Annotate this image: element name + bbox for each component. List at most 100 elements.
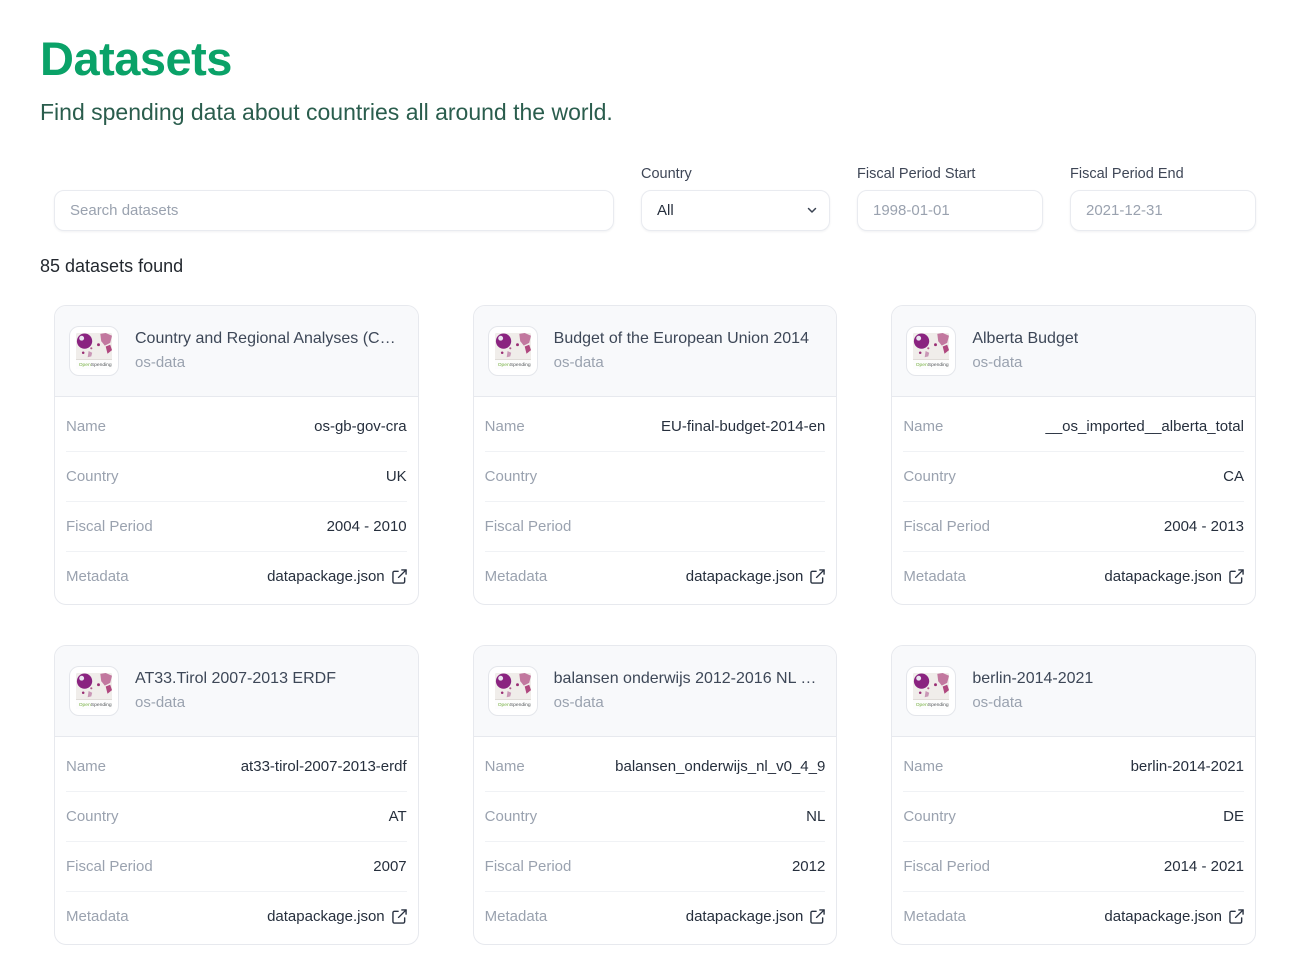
openspending-logo: OpenSpending (69, 325, 119, 376)
dataset-fiscal-period-row: Fiscal Period 2007 (66, 842, 407, 892)
datapackage-link-label: datapackage.json (1104, 567, 1222, 585)
datapackage-link[interactable]: datapackage.json (267, 908, 407, 925)
field-label-country: Country (484, 467, 538, 485)
field-label-fiscal-period: Fiscal Period (903, 517, 991, 535)
country-filter-group: Country All (641, 166, 830, 231)
datapackage-link-label: datapackage.json (685, 567, 804, 585)
field-label-name: Name (484, 417, 525, 435)
fiscal-period-end-label: Fiscal Period End (1070, 165, 1184, 182)
dataset-fiscal-period-value: 2004 - 2010 (326, 517, 407, 535)
external-link-icon (1229, 568, 1244, 584)
dataset-title: Budget of the European Union 2014 (553, 330, 809, 348)
dataset-title: AT33.Tirol 2007-2013 ERDF (135, 670, 336, 688)
fiscal-period-start-input[interactable] (857, 189, 1043, 231)
dataset-metadata-row: Metadata datapackage.json (903, 892, 1244, 941)
dataset-name-value: balansen_onderwijs_nl_v0_4_9 (615, 757, 826, 775)
dataset-card[interactable]: OpenSpending AT33.Tirol 2007-2013 ERDF o… (54, 644, 419, 945)
dataset-metadata-row: Metadata datapackage.json (66, 552, 407, 601)
external-link-icon (810, 568, 826, 584)
openspending-logo: OpenSpending (906, 325, 957, 376)
dataset-fiscal-period-row: Fiscal Period 2004 - 2013 (903, 502, 1244, 552)
field-label-metadata: Metadata (903, 567, 966, 585)
dataset-name-value: os-gb-gov-cra (314, 417, 407, 435)
datapackage-link[interactable]: datapackage.json (1104, 568, 1244, 585)
dataset-card[interactable]: OpenSpending berlin-2014-2021 os-data Na… (891, 644, 1256, 945)
field-label-country: Country (484, 807, 538, 825)
dataset-card[interactable]: OpenSpending Alberta Budget os-data Name… (891, 304, 1256, 605)
datapackage-link[interactable]: datapackage.json (267, 568, 407, 585)
dataset-metadata-row: Metadata datapackage.json (485, 552, 826, 601)
dataset-name-value: __os_imported__alberta_total (1045, 417, 1244, 435)
dataset-grid: OpenSpending Country and Regional Analys… (54, 304, 1256, 945)
fiscal-period-end-group: Fiscal Period End (1070, 166, 1256, 231)
datapackage-link[interactable]: datapackage.json (1104, 908, 1244, 925)
dataset-name-row: Name EU-final-budget-2014-en (484, 402, 826, 452)
datapackage-link-label: datapackage.json (1104, 907, 1222, 925)
field-label-name: Name (903, 757, 944, 775)
field-label-fiscal-period: Fiscal Period (903, 857, 991, 875)
dataset-name-row: Name balansen_onderwijs_nl_v0_4_9 (484, 742, 826, 792)
fiscal-period-end-input[interactable] (1070, 189, 1256, 231)
datapackage-link-label: datapackage.json (685, 907, 804, 925)
dataset-fiscal-period-value: 2004 - 2013 (1163, 517, 1244, 535)
dataset-card-body: Name balansen_onderwijs_nl_v0_4_9 Countr… (474, 737, 837, 944)
field-label-name: Name (66, 417, 107, 435)
dataset-card[interactable]: OpenSpending balansen onderwijs 2012-201… (472, 644, 838, 945)
dataset-owner: os-data (135, 694, 186, 712)
dataset-fiscal-period-row: Fiscal Period 2012 (484, 842, 826, 892)
field-label-fiscal-period: Fiscal Period (66, 857, 153, 875)
country-select[interactable]: All (641, 189, 830, 231)
dataset-card-body: Name berlin-2014-2021 Country DE Fiscal … (892, 737, 1255, 944)
field-label-metadata: Metadata (484, 567, 548, 585)
field-label-country: Country (66, 467, 119, 485)
filter-bar: Country All Fiscal Period Start Fiscal P… (54, 166, 1256, 231)
dataset-name-row: Name at33-tirol-2007-2013-erdf (66, 742, 407, 792)
dataset-card-body: Name EU-final-budget-2014-en Country Fis… (474, 397, 837, 604)
svg-text:OpenSpending: OpenSpending (916, 702, 949, 708)
openspending-logo: OpenSpending (487, 665, 538, 716)
field-label-fiscal-period: Fiscal Period (484, 857, 572, 875)
dataset-country-row: Country UK (66, 452, 407, 502)
dataset-card[interactable]: OpenSpending Country and Regional Analys… (54, 304, 419, 605)
dataset-owner: os-data (553, 354, 604, 372)
field-label-metadata: Metadata (66, 907, 129, 925)
dataset-card-header: OpenSpending Country and Regional Analys… (55, 305, 418, 397)
dataset-card-header: OpenSpending AT33.Tirol 2007-2013 ERDF o… (55, 645, 418, 737)
dataset-name-value: at33-tirol-2007-2013-erdf (240, 757, 407, 775)
dataset-card-body: Name os-gb-gov-cra Country UK Fiscal Per… (55, 397, 418, 604)
dataset-name-row: Name __os_imported__alberta_total (903, 402, 1244, 452)
results-count: 85 datasets found (40, 255, 184, 276)
dataset-card-header: OpenSpending Budget of the European Unio… (473, 305, 837, 397)
dataset-country-row: Country (484, 452, 826, 502)
svg-text:OpenSpending: OpenSpending (497, 702, 530, 708)
dataset-name-value: berlin-2014-2021 (1130, 757, 1244, 775)
dataset-card-body: Name at33-tirol-2007-2013-erdf Country A… (55, 737, 418, 944)
dataset-fiscal-period-value: 2012 (791, 857, 826, 875)
search-input[interactable] (54, 189, 614, 231)
fiscal-period-start-group: Fiscal Period Start (857, 166, 1043, 231)
dataset-title: balansen onderwijs 2012-2016 NL v4.9 (553, 670, 823, 688)
external-link-icon (391, 568, 407, 584)
datapackage-link-label: datapackage.json (267, 907, 385, 925)
dataset-country-value: NL (806, 807, 826, 825)
dataset-owner: os-data (135, 354, 186, 372)
dataset-card-header: OpenSpending Alberta Budget os-data (892, 305, 1255, 397)
external-link-icon (1229, 908, 1244, 924)
datapackage-link[interactable]: datapackage.json (686, 908, 826, 925)
dataset-owner: os-data (972, 354, 1023, 372)
dataset-metadata-row: Metadata datapackage.json (903, 552, 1244, 601)
dataset-card[interactable]: OpenSpending Budget of the European Unio… (472, 304, 838, 605)
search-filter-group (54, 189, 614, 231)
openspending-logo: OpenSpending (906, 665, 957, 716)
dataset-country-value: AT (388, 807, 407, 825)
datapackage-link[interactable]: datapackage.json (686, 568, 826, 585)
field-label-metadata: Metadata (66, 567, 129, 585)
dataset-country-row: Country CA (903, 452, 1244, 502)
svg-text:OpenSpending: OpenSpending (79, 362, 112, 368)
openspending-logo: OpenSpending (487, 325, 538, 376)
dataset-name-row: Name os-gb-gov-cra (66, 402, 407, 452)
svg-text:OpenSpending: OpenSpending (916, 362, 949, 368)
dataset-title: Country and Regional Analyses (CRA) - UK… (135, 330, 404, 348)
dataset-country-value: UK (385, 467, 407, 485)
